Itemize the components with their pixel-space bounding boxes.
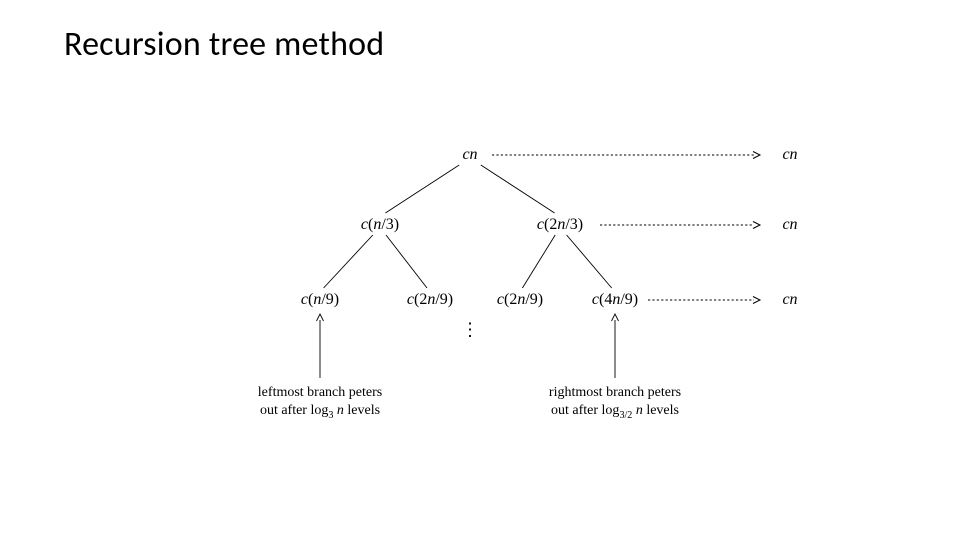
- vertical-ellipsis: ⋮: [461, 320, 479, 341]
- diagram-html: cn c(n/3) c(2n/3) c(n/9) c(2n/9) c(2n/9) c(4n/…: [0, 0, 960, 540]
- slide: Recursion tree method cnc(n/3)c(2n/3)c(n…: [0, 0, 960, 540]
- row-sum: cn: [782, 216, 797, 234]
- tree-node: c(n/9): [301, 291, 339, 309]
- annotation-caption: rightmost branch petersout after log3/2 …: [549, 384, 681, 422]
- tree-node: c(n/3): [361, 216, 399, 234]
- tree-node: cn: [462, 146, 477, 164]
- row-sum: cn: [782, 146, 797, 164]
- tree-node: c(2n/3): [537, 216, 583, 234]
- annotation-caption: leftmost branch petersout after log3 n l…: [258, 384, 382, 422]
- tree-node: c(4n/9): [592, 291, 638, 309]
- tree-node: c(2n/9): [497, 291, 543, 309]
- row-sum: cn: [782, 291, 797, 309]
- tree-node: c(2n/9): [407, 291, 453, 309]
